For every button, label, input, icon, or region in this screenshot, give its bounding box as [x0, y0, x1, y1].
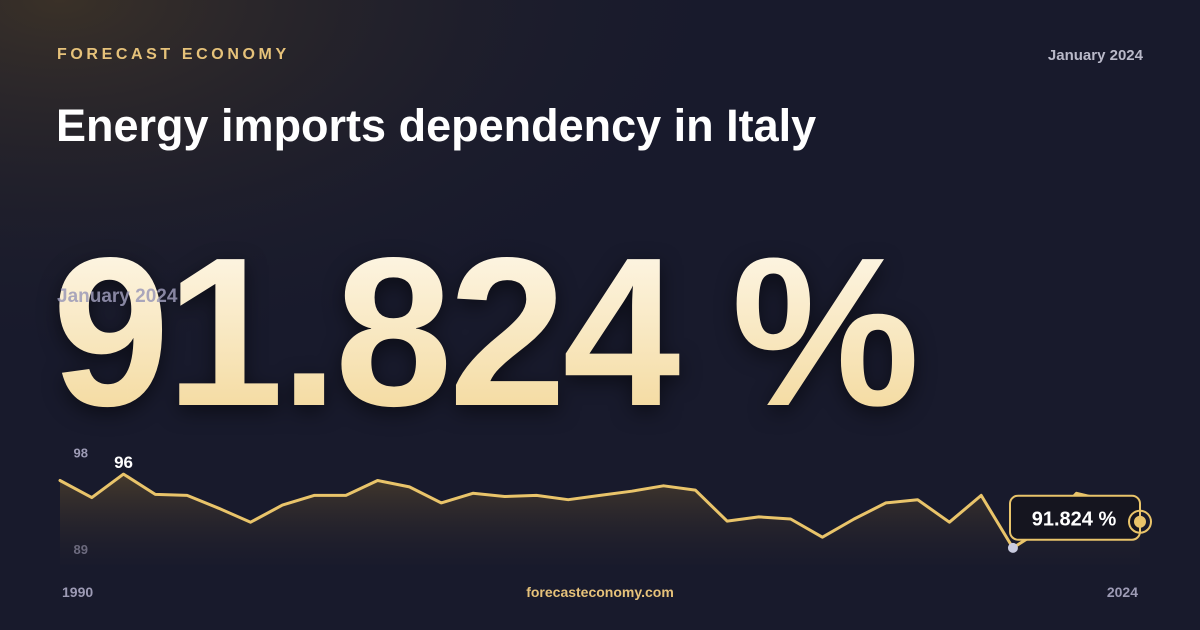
line: [58, 472, 1142, 550]
date: January 2024: [1048, 47, 1144, 64]
headline-date: January 2024: [57, 286, 178, 307]
value-label: 91.824 %: [1032, 509, 1117, 531]
headline-value: 91.824 %: [52, 213, 916, 450]
brand: FORECAST ECONOMY: [57, 46, 290, 63]
title: Energy imports dependency in Italy: [56, 100, 816, 151]
y-tick-label: 98: [74, 446, 88, 461]
min-point: [1007, 542, 1018, 553]
footer: forecasteconomy.com: [526, 584, 674, 600]
peak-label: 96: [114, 453, 133, 472]
x-tick-label: 1990: [62, 584, 93, 600]
x-tick-label: 2024: [1107, 584, 1138, 600]
last-point-ring: [1128, 509, 1152, 534]
last-point: [1134, 515, 1146, 528]
sparkline: 9889199020249691.824 %: [58, 446, 1152, 600]
